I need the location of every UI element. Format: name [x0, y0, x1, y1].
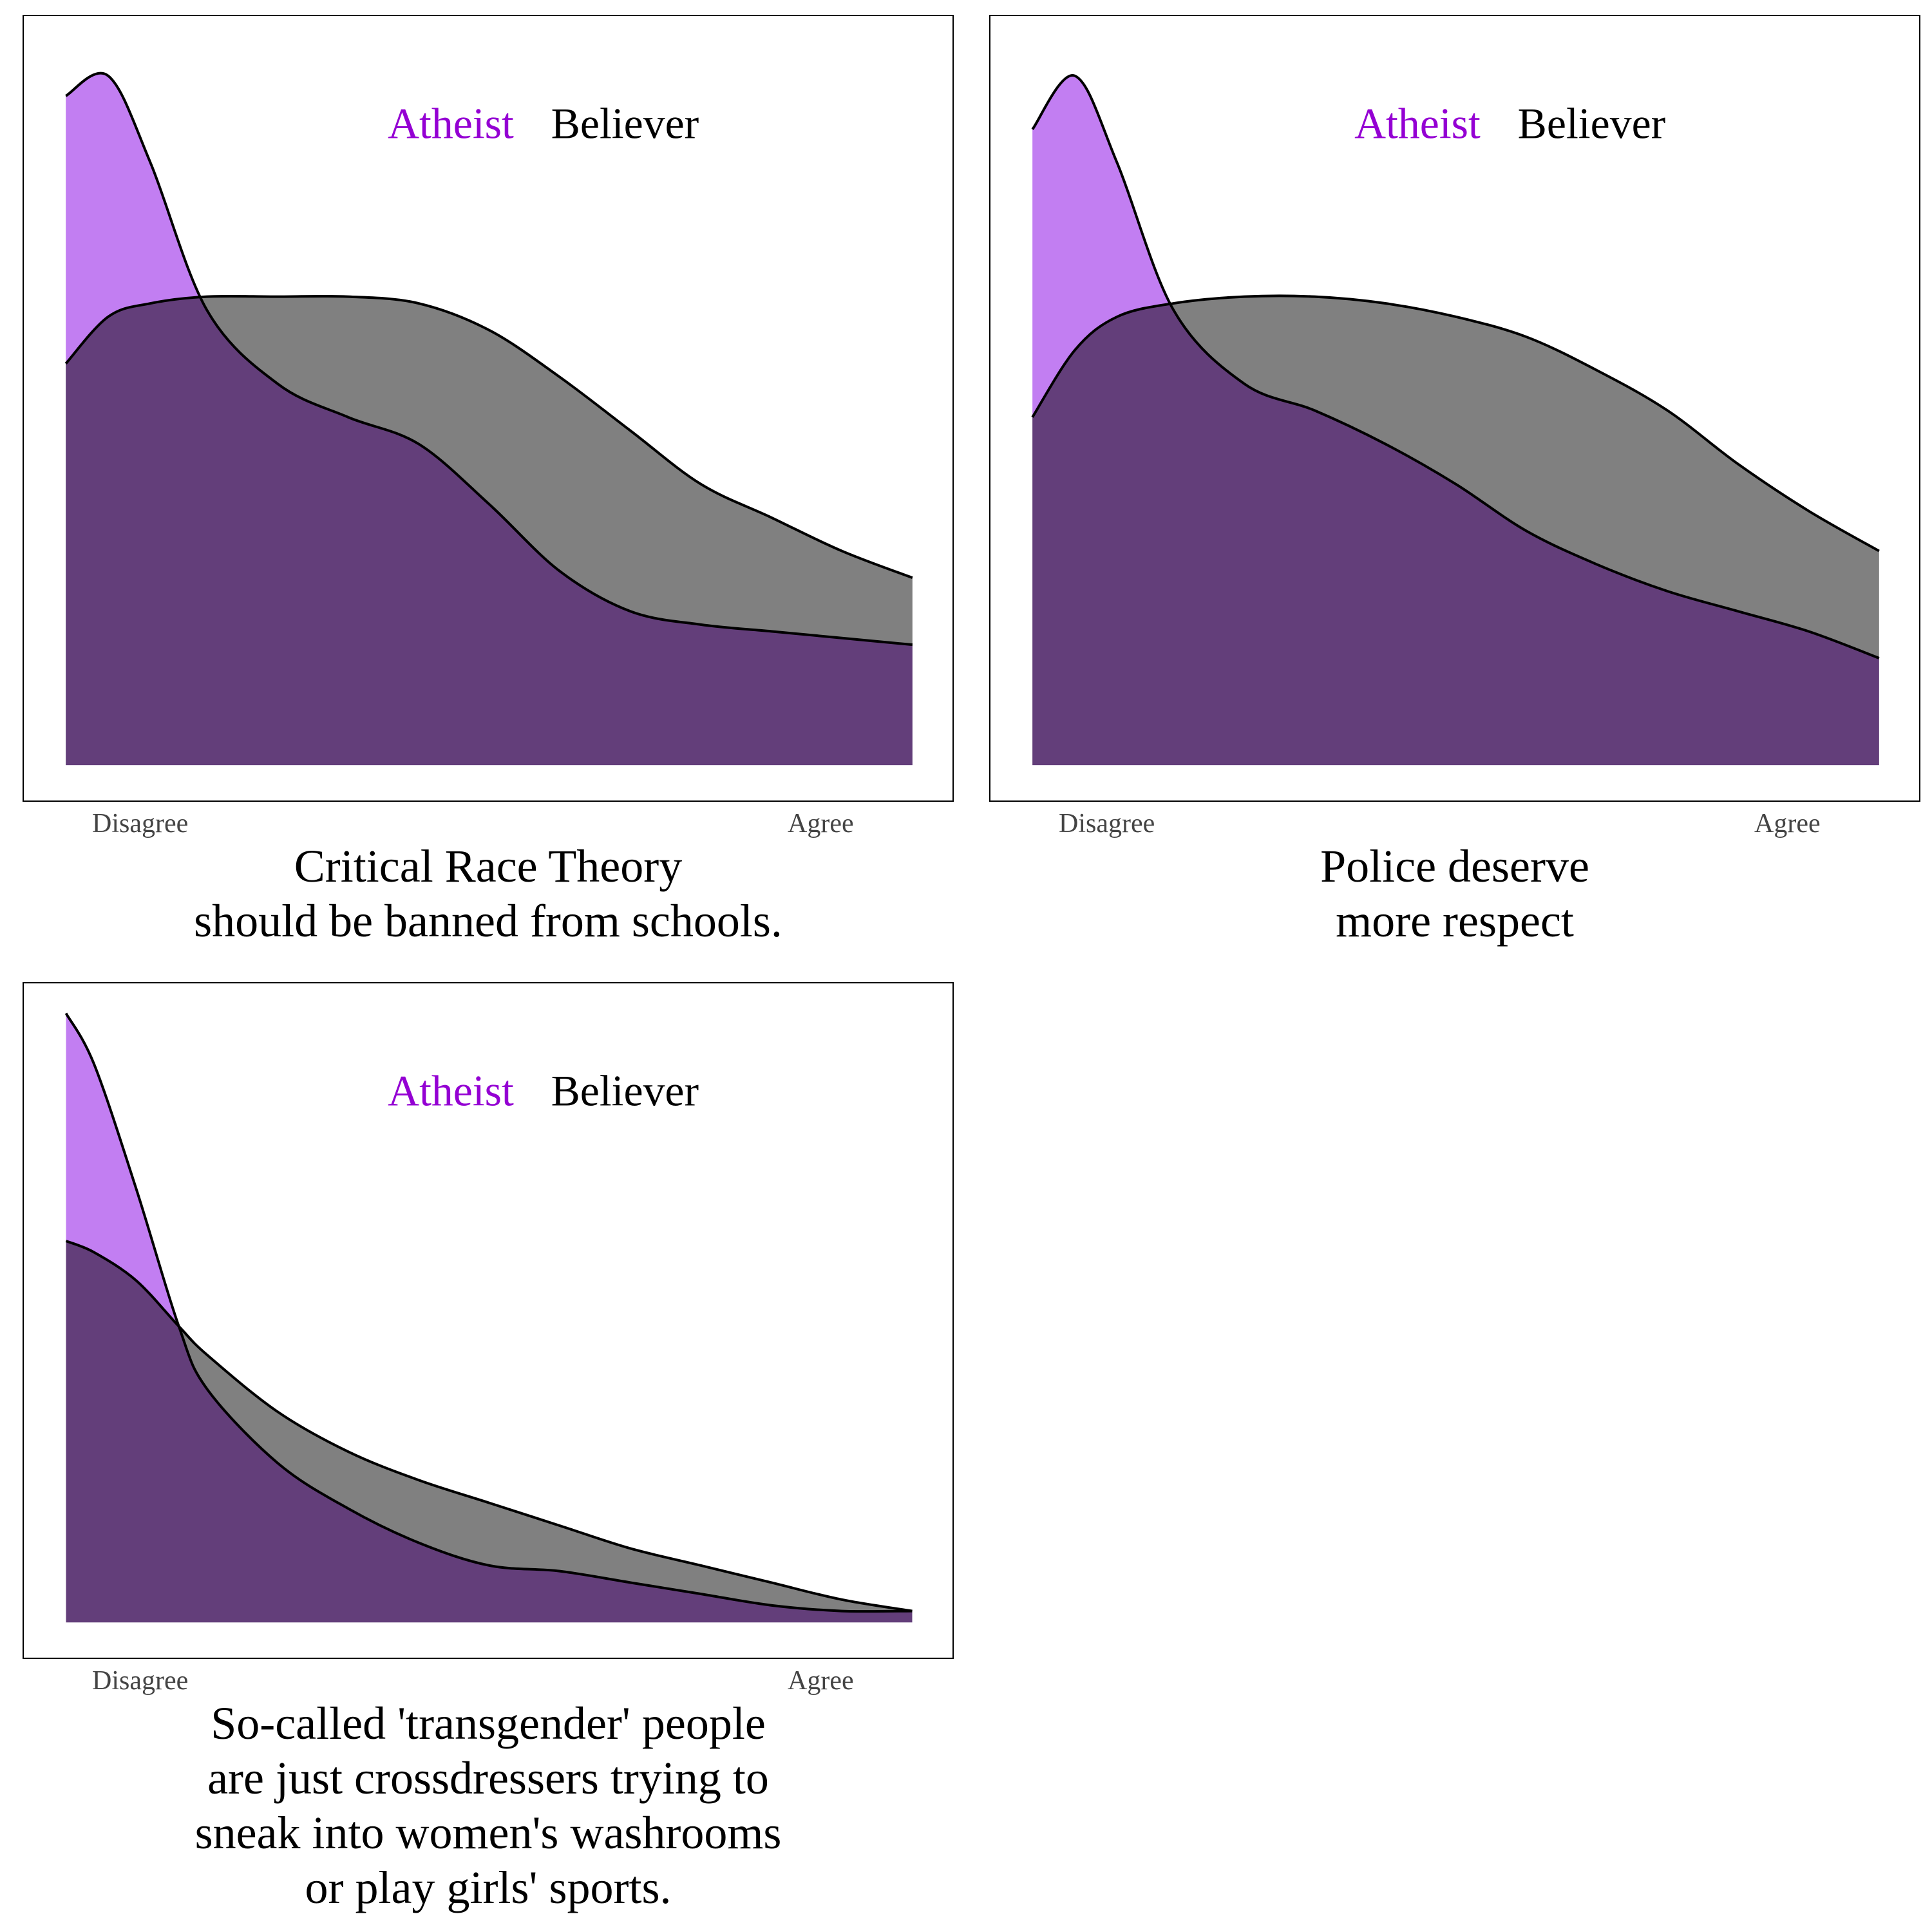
legend-atheist: Atheist — [1354, 99, 1481, 147]
legend-atheist: Atheist — [388, 99, 514, 147]
legend-atheist: Atheist — [388, 1066, 514, 1115]
caption-line: more respect — [1336, 895, 1574, 947]
chart-caption: So-called 'transgender' people are just … — [23, 1696, 954, 1915]
x-tick-agree: Agree — [1754, 809, 1821, 838]
x-tick-disagree: Disagree — [92, 1666, 189, 1696]
x-axis-ticks: Disagree Agree — [23, 802, 954, 839]
x-tick-disagree: Disagree — [92, 809, 189, 838]
chart-caption: Critical Race Theory should be banned fr… — [23, 839, 954, 949]
x-tick-disagree: Disagree — [1059, 809, 1155, 838]
series-area-overlap — [66, 296, 913, 766]
series-line-atheist — [64, 1012, 913, 1613]
chart-panel-transgender: Atheist Believer Disagree Agree So-called… — [23, 982, 954, 1915]
caption-line: Critical Race Theory — [294, 840, 683, 892]
series-line-believer — [64, 294, 913, 580]
density-plot: Atheist Believer — [23, 982, 954, 1659]
caption-line: sneak into women's washrooms — [194, 1807, 782, 1859]
series-line-atheist — [65, 71, 913, 647]
series-line-believer — [1031, 294, 1880, 553]
x-axis-ticks: Disagree Agree — [23, 1659, 954, 1696]
legend-believer: Believer — [551, 1066, 699, 1115]
series-line-atheist — [1031, 74, 1880, 659]
caption-line: should be banned from schools. — [194, 895, 782, 947]
x-axis-ticks: Disagree Agree — [989, 802, 1920, 839]
series-area-overlap — [66, 1240, 913, 1623]
caption-line: So-called 'transgender' people — [211, 1698, 766, 1749]
density-plot: Atheist Believer — [989, 15, 1920, 802]
caption-line: Police deserve — [1320, 840, 1589, 892]
x-tick-agree: Agree — [788, 809, 854, 838]
legend-believer: Believer — [551, 99, 699, 147]
x-tick-agree: Agree — [788, 1666, 854, 1696]
chart-panel-police: Atheist Believer Disagree Agree Police de… — [989, 15, 1920, 949]
density-plot: Atheist Believer — [23, 15, 954, 802]
legend-believer: Believer — [1518, 99, 1666, 147]
series-line-believer — [65, 1240, 913, 1613]
chart-caption: Police deserve more respect — [989, 839, 1920, 949]
caption-line: or play girls' sports. — [305, 1862, 672, 1913]
chart-panel-crt: Atheist Believer Disagree Agree Critical … — [23, 15, 954, 949]
caption-line: are just crossdressers trying to — [207, 1752, 769, 1804]
